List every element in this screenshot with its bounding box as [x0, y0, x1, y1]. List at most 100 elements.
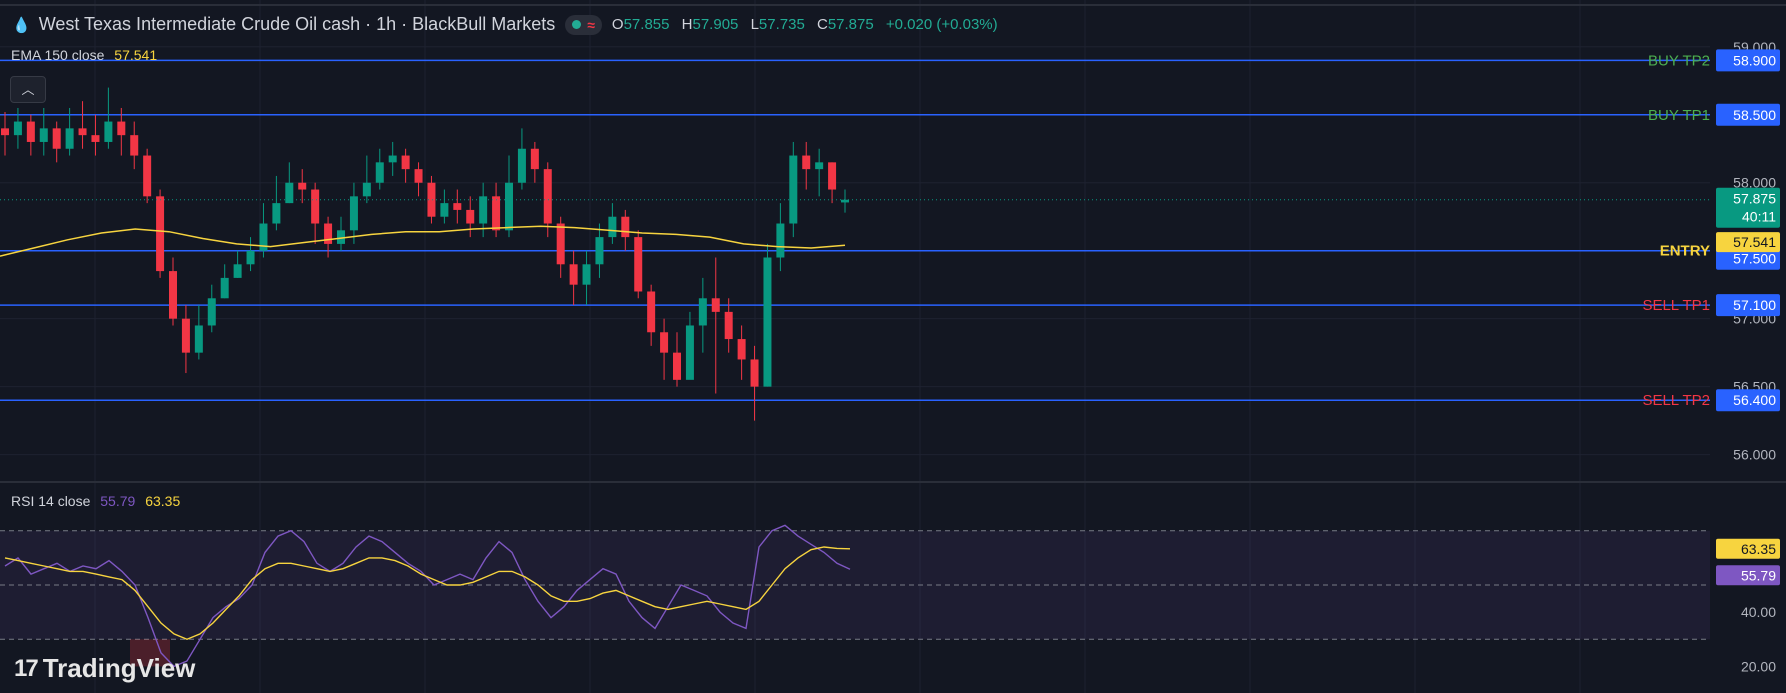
candle-body [453, 203, 462, 210]
candle-body [530, 148, 539, 170]
level-price-tag: 57.100 [1733, 297, 1776, 313]
candle-body [311, 189, 320, 224]
candle-body [414, 169, 423, 183]
collapse-legend-button[interactable]: ︿ [10, 76, 46, 103]
candle-body [26, 121, 35, 142]
level-price-tag: 57.500 [1733, 251, 1776, 267]
chevron-up-icon: ︿ [21, 82, 35, 97]
candle-body [13, 121, 22, 136]
candle-body [763, 257, 772, 387]
market-status-pill[interactable]: ≈ [565, 14, 602, 35]
candle-body [298, 182, 307, 190]
candle-body [91, 135, 100, 142]
candle-body [556, 223, 565, 265]
rsi-pane: 20.00 40.00 63.35 55.79 [0, 524, 1780, 674]
candle-body [724, 311, 733, 340]
candle-body [582, 264, 591, 285]
level-label: BUY TP2 [1648, 52, 1710, 69]
candle-body [220, 277, 229, 299]
rsi-ma-tag: 63.35 [1741, 541, 1776, 557]
symbol-title-row[interactable]: 💧 West Texas Intermediate Crude Oil cash… [12, 14, 1006, 35]
level-price-tag: 58.900 [1733, 52, 1776, 68]
candle-body [569, 264, 578, 285]
rsi-legend[interactable]: RSI 14 close 55.79 63.35 [11, 493, 180, 509]
oil-drop-icon: 💧 [12, 16, 31, 34]
candle-body [233, 264, 242, 278]
candle-body [259, 223, 268, 251]
candle-body [479, 196, 488, 224]
candle-body [492, 196, 501, 231]
candle-body [207, 298, 216, 326]
trade-levels: BUY TP2 BUY TP1 ENTRY SELL TP1 SELL TP2 [0, 52, 1710, 409]
candle-body [815, 162, 824, 170]
level-label: SELL TP2 [1642, 392, 1710, 409]
ohlc-values: O57.855 H57.905 L57.735 C57.875 +0.020 (… [611, 16, 998, 33]
candle-body [388, 155, 397, 163]
candle-body [595, 237, 604, 265]
candle-body [543, 169, 552, 224]
candle-body [65, 128, 74, 149]
candle-body [789, 155, 798, 224]
candle-body [272, 203, 281, 224]
candle-body [246, 250, 255, 265]
last-price-tag-bg [1716, 187, 1780, 228]
candle-body [660, 332, 669, 353]
ema-150-line [0, 225, 846, 257]
candle-body [698, 298, 707, 326]
level-label: BUY TP1 [1648, 107, 1710, 124]
ema-line [0, 225, 846, 257]
candle-body [349, 196, 358, 231]
tradingview-logo[interactable]: 17 TradingView [14, 653, 195, 684]
ema-price-tag: 57.541 [1733, 234, 1776, 250]
price-tick-label: 56.000 [1733, 447, 1776, 463]
candle-body [117, 121, 126, 136]
candle-body [337, 230, 345, 244]
candle-body [181, 318, 190, 353]
candle-body [647, 291, 656, 333]
wave-icon: ≈ [587, 16, 595, 33]
ema-legend[interactable]: EMA 150 close 57.541 [11, 47, 157, 63]
level-label: ENTRY [1660, 243, 1710, 260]
rsi-ma-value: 63.35 [145, 493, 181, 509]
countdown-tag: 40:11 [1742, 209, 1776, 225]
candle-body [685, 325, 694, 380]
candle-body [828, 162, 837, 190]
level-price-tag: 58.500 [1733, 107, 1776, 123]
level-price-tag-bg [1716, 247, 1780, 270]
candle-body [78, 128, 87, 136]
change-value: +0.020 (+0.03%) [885, 16, 998, 33]
high-value: 57.905 [692, 16, 739, 33]
candle-body [802, 155, 811, 170]
candle-body [608, 216, 617, 238]
candle-body [169, 271, 177, 319]
level-price-tag-bg [1716, 103, 1780, 126]
rsi-value: 55.79 [100, 493, 136, 509]
chart-header: 💧 West Texas Intermediate Crude Oil cash… [0, 0, 1700, 63]
candle-body [401, 155, 410, 170]
ema-value: 57.541 [114, 47, 158, 63]
candlesticks [0, 87, 1710, 421]
rsi-tag: 55.79 [1741, 567, 1776, 583]
candle-body [39, 128, 48, 142]
rsi-oversold-fill [130, 639, 170, 667]
last-price-tag: 57.875 [1733, 191, 1776, 207]
candle-body [776, 223, 785, 258]
ema-label: EMA 150 close [11, 47, 105, 63]
level-price-tag: 56.400 [1733, 392, 1776, 408]
level-price-tag-bg [1716, 49, 1780, 72]
candle-body [517, 148, 526, 183]
candle-body [1, 128, 9, 136]
candle-body [143, 155, 152, 197]
candle-body [737, 339, 746, 360]
rsi-ma-tag-bg [1716, 538, 1780, 559]
symbol-title[interactable]: West Texas Intermediate Crude Oil cash ·… [38, 14, 556, 34]
candle-body [194, 325, 203, 353]
candle-body [505, 182, 513, 231]
rsi-label: RSI 14 close [11, 493, 91, 509]
candle-body [362, 182, 371, 197]
rsi-tick-label: 20.00 [1741, 658, 1776, 674]
low-value: 57.735 [758, 16, 805, 33]
tradingview-logo-icon: 17 [14, 654, 39, 682]
candle-body [440, 203, 449, 217]
